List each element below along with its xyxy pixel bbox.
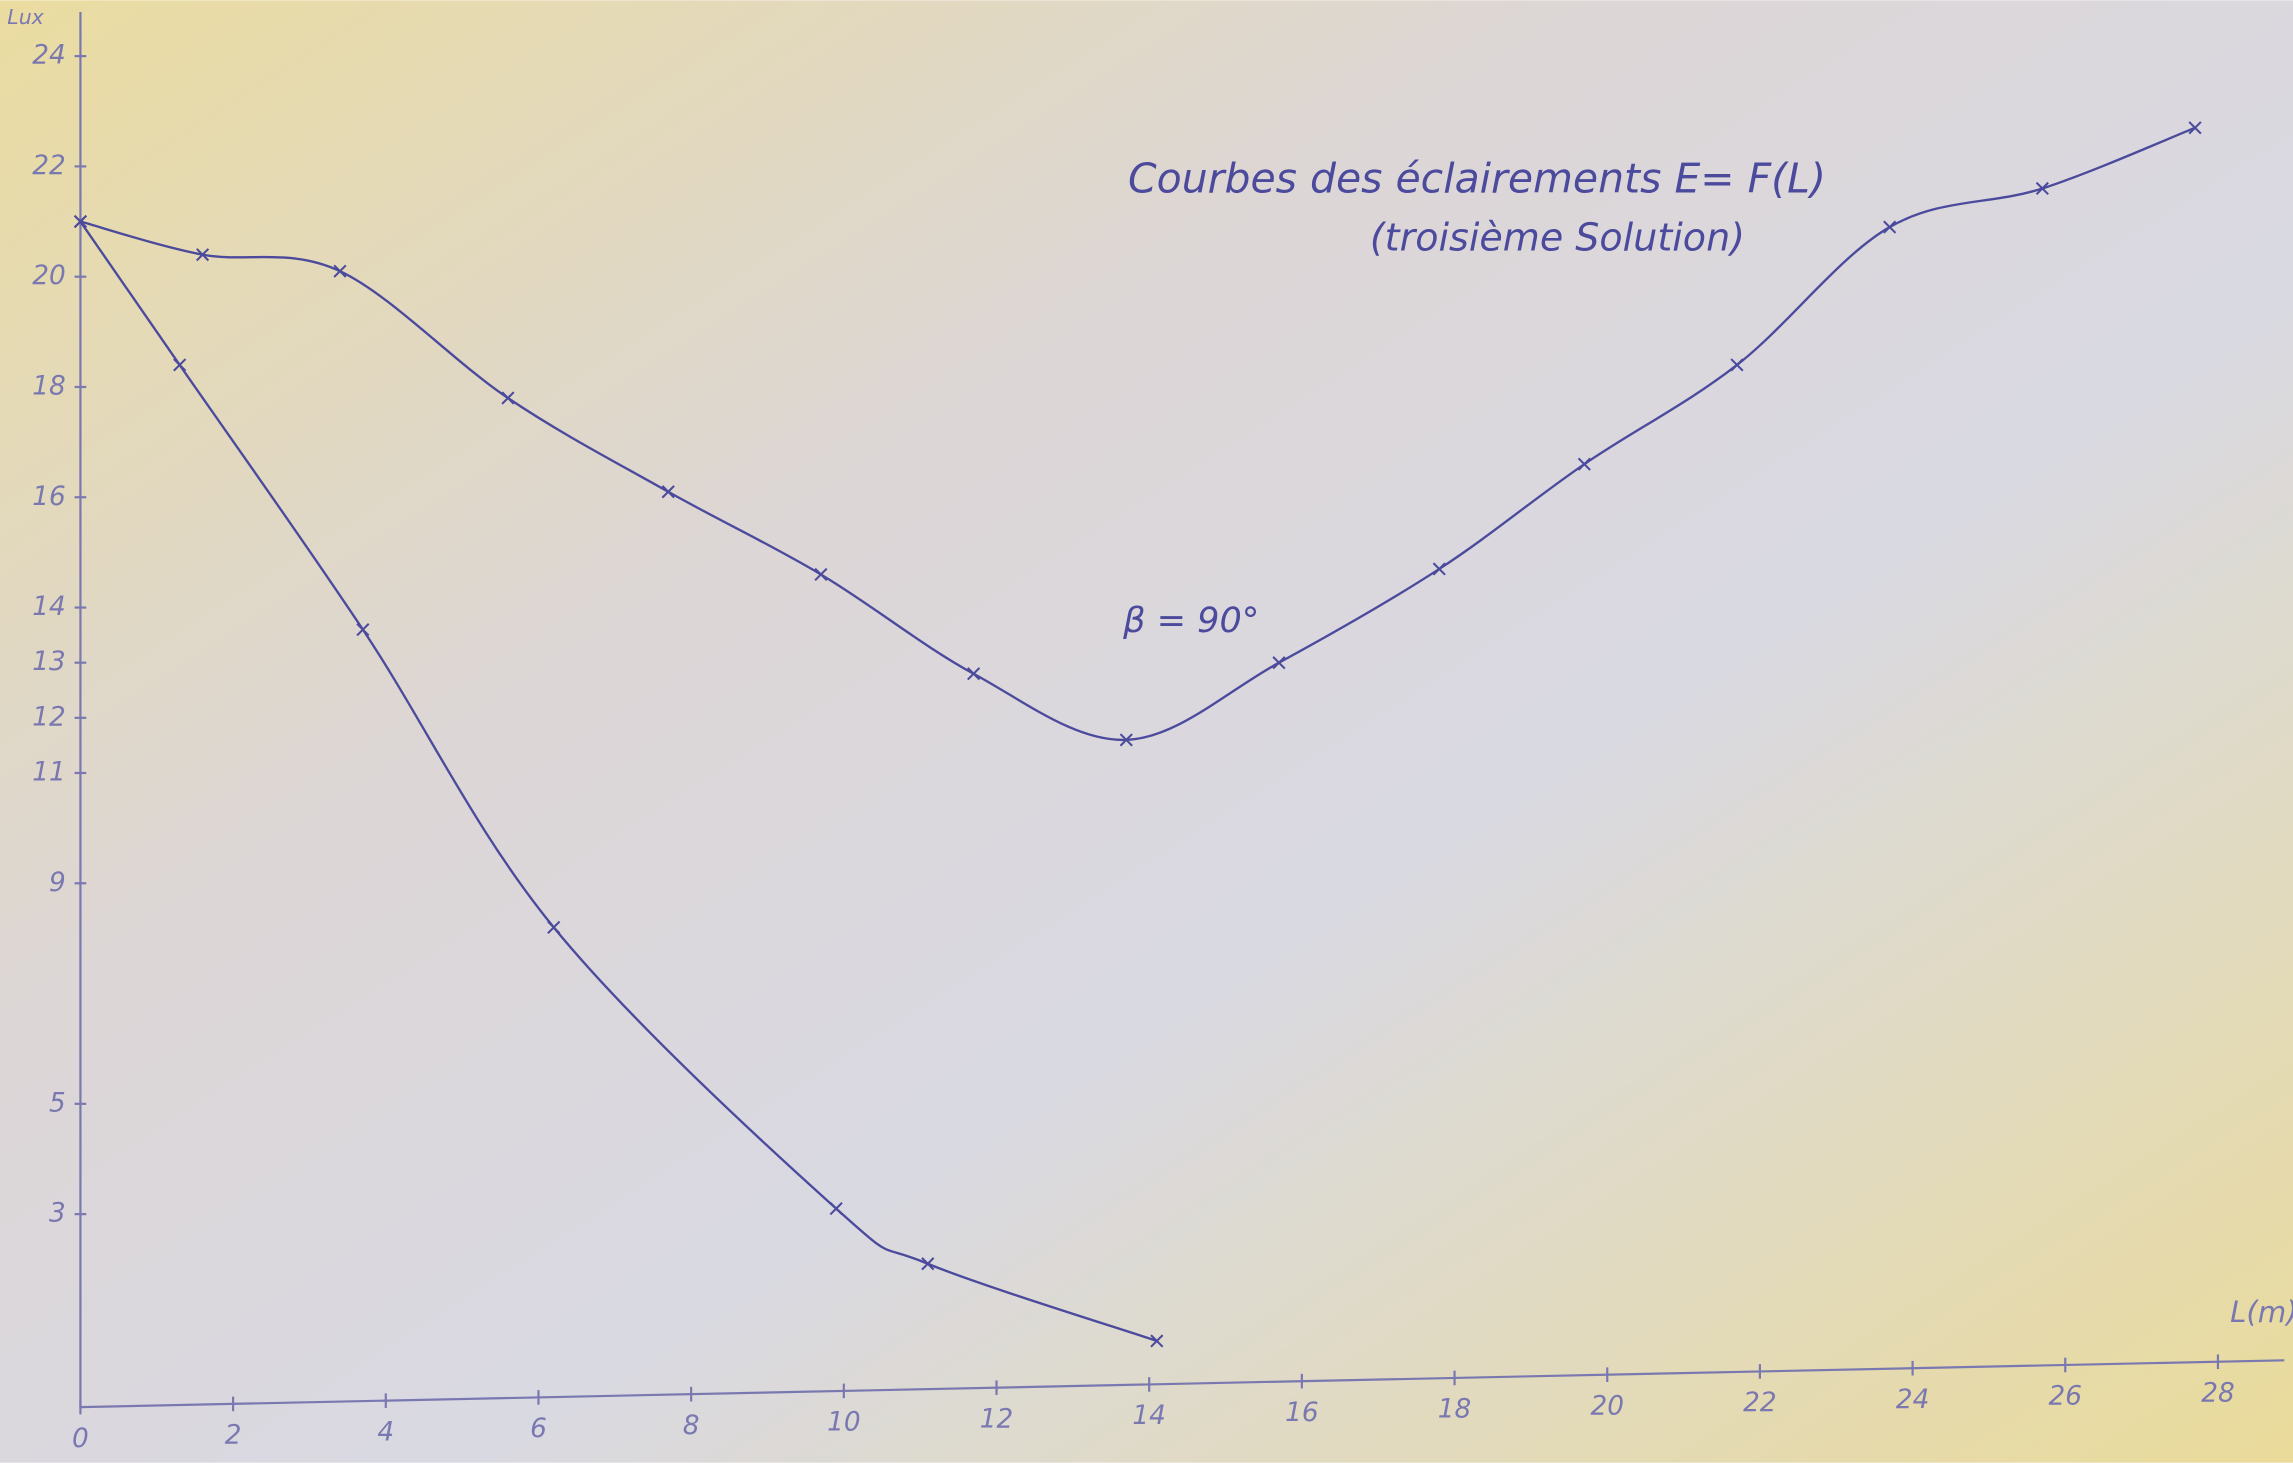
cross-stroke: [661, 485, 675, 499]
point-cross: [1272, 656, 1286, 670]
x-tick-label: 22: [1743, 1388, 1776, 1418]
point-cross: [2188, 121, 2202, 135]
cross-stroke: [1730, 358, 1744, 372]
cross-stroke: [73, 214, 88, 229]
y-tick-label: 5: [49, 1088, 66, 1118]
cross-stroke: [2188, 121, 2202, 135]
cross-stroke: [333, 264, 347, 278]
y-tick-label: 24: [32, 41, 65, 71]
cross-stroke: [547, 920, 561, 934]
cross-stroke: [1432, 562, 1446, 576]
point-cross: [1883, 220, 1897, 234]
y-tick-label: 14: [32, 592, 65, 622]
point-cross: [1119, 733, 1133, 747]
x-tick-label: 4: [377, 1417, 394, 1447]
point-cross: [547, 920, 561, 934]
x-tick-label: 28: [2201, 1378, 2234, 1408]
cross-stroke: [173, 358, 187, 372]
cross-stroke: [356, 623, 370, 637]
cross-stroke: [1119, 733, 1133, 747]
x-axis: [80, 1359, 2285, 1409]
x-tick-label: 10: [827, 1408, 860, 1438]
point-cross: [2035, 181, 2049, 196]
point-cross: [73, 214, 88, 229]
point-cross: [1730, 358, 1744, 372]
x-tick-label: 8: [683, 1411, 700, 1441]
point-cross: [333, 264, 347, 278]
point-cross: [1577, 457, 1591, 471]
y-tick-label: 20: [32, 261, 65, 291]
x-tick-label: 2: [225, 1421, 242, 1451]
point-cross: [829, 1202, 843, 1216]
point-cross: [921, 1257, 935, 1271]
point-cross: [356, 623, 370, 637]
cross-stroke: [1577, 457, 1591, 471]
x-tick-label: 16: [1285, 1398, 1318, 1428]
cross-stroke: [2035, 181, 2049, 196]
point-cross: [1150, 1334, 1164, 1348]
point-cross: [661, 485, 675, 499]
annotation: β = 90°: [1122, 600, 1259, 641]
x-tick-label: 6: [530, 1414, 547, 1444]
cross-stroke: [1150, 1334, 1164, 1348]
cross-stroke: [967, 667, 981, 681]
y-tick-label: 18: [32, 371, 65, 401]
cross-stroke: [814, 567, 828, 582]
chart-title: Courbes des éclairements E= F(L): [1128, 155, 1826, 203]
point-cross: [196, 248, 210, 262]
cross-stroke: [829, 1202, 843, 1216]
y-tick-label: 13: [32, 647, 65, 677]
point-cross: [173, 358, 187, 372]
x-tick-label: 18: [1438, 1395, 1471, 1425]
y-tick-label: 22: [32, 151, 65, 181]
x-tick-label: 26: [2049, 1382, 2082, 1412]
x-tick-label: 12: [980, 1404, 1013, 1434]
cross-stroke: [1272, 656, 1286, 670]
y-tick-label: 16: [32, 482, 65, 512]
cross-stroke: [1883, 220, 1897, 234]
x-axis-label: L(m): [2230, 1295, 2293, 1329]
y-axis-label: Lux: [7, 5, 44, 29]
point-cross: [501, 391, 515, 405]
y-tick-label: 3: [49, 1199, 66, 1229]
point-cross: [1432, 562, 1446, 576]
y-tick-label: 11: [32, 757, 65, 787]
cross-stroke: [921, 1257, 935, 1271]
x-tick-label: 24: [1896, 1385, 1929, 1415]
point-cross: [967, 667, 981, 681]
y-tick-label: 9: [49, 868, 66, 898]
chart-subtitle: (troisième Solution): [1370, 216, 1745, 260]
x-tick-label: 14: [1132, 1401, 1165, 1431]
point-cross: [814, 567, 828, 582]
cross-stroke: [501, 391, 515, 405]
x-tick-label: 0: [72, 1424, 89, 1454]
y-tick-label: 12: [32, 702, 65, 732]
cross-stroke: [196, 248, 210, 262]
x-tick-label: 20: [1590, 1391, 1623, 1421]
